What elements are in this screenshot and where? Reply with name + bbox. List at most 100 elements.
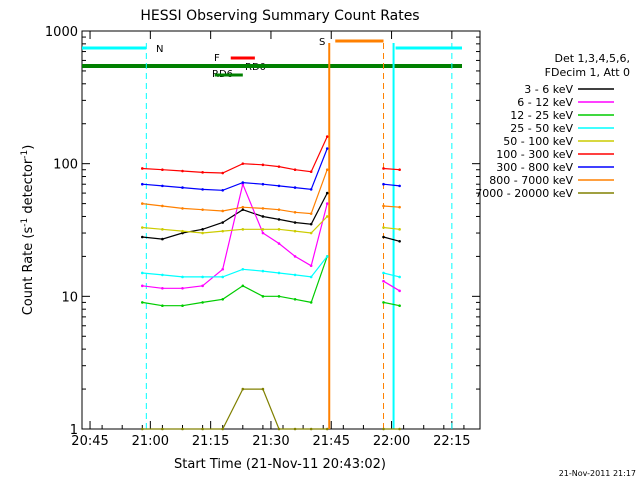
data-point bbox=[398, 304, 401, 307]
series-line bbox=[142, 256, 328, 307]
data-point bbox=[293, 427, 297, 431]
legend-entry-label: 300 - 800 keV bbox=[496, 161, 573, 174]
data-point bbox=[221, 297, 225, 301]
series-lines bbox=[141, 135, 401, 431]
chart-title: HESSI Observing Summary Count Rates bbox=[140, 8, 419, 24]
data-point bbox=[293, 186, 297, 189]
y-label-part: Count Rate (s bbox=[21, 227, 36, 316]
data-point bbox=[181, 275, 184, 279]
data-point bbox=[309, 301, 313, 304]
data-point bbox=[161, 286, 164, 290]
data-point bbox=[261, 387, 265, 391]
data-point bbox=[277, 271, 281, 275]
data-point bbox=[241, 267, 245, 271]
flag-n-label: N bbox=[156, 44, 163, 55]
y-label-part: -1 bbox=[20, 218, 30, 227]
x-tick-label: 22:00 bbox=[373, 434, 410, 449]
data-point bbox=[309, 231, 313, 235]
data-point bbox=[201, 171, 204, 174]
data-point bbox=[382, 167, 385, 170]
series-line bbox=[142, 388, 328, 430]
y-label-part: detector bbox=[21, 158, 36, 218]
data-point bbox=[293, 273, 297, 277]
data-point bbox=[221, 209, 225, 213]
legend-entry-label: 7000 - 20000 keV bbox=[475, 187, 573, 200]
data-point bbox=[181, 229, 184, 233]
data-point bbox=[181, 304, 184, 307]
data-point bbox=[382, 235, 385, 239]
data-point bbox=[277, 184, 281, 188]
y-tick-label: 1000 bbox=[45, 25, 78, 40]
series-line-segment bbox=[383, 236, 400, 242]
x-tick-label: 21:15 bbox=[192, 434, 229, 449]
data-point bbox=[309, 212, 313, 215]
data-point bbox=[261, 207, 265, 210]
data-point bbox=[382, 271, 385, 275]
data-point bbox=[398, 168, 401, 172]
data-point bbox=[325, 202, 329, 205]
data-point bbox=[382, 301, 385, 304]
data-point bbox=[241, 205, 245, 209]
data-point bbox=[293, 210, 297, 214]
series-line-segment bbox=[383, 205, 400, 208]
data-point bbox=[161, 168, 164, 172]
data-point bbox=[309, 188, 313, 191]
data-point bbox=[141, 284, 144, 288]
data-point bbox=[277, 228, 281, 231]
data-point bbox=[201, 284, 204, 288]
legend-entry-label: 6 - 12 keV bbox=[517, 96, 573, 109]
data-point bbox=[398, 228, 401, 231]
data-point bbox=[398, 184, 401, 188]
data-point bbox=[141, 427, 144, 431]
data-point bbox=[309, 170, 313, 173]
x-axis: 20:45 21:00 21:15 21:30 21:45 22:00 22:15 bbox=[71, 31, 471, 449]
data-point bbox=[201, 427, 204, 431]
data-point bbox=[221, 267, 225, 271]
data-point bbox=[382, 226, 385, 229]
data-point bbox=[241, 181, 245, 184]
data-point bbox=[382, 279, 385, 283]
data-point bbox=[325, 135, 329, 138]
data-point bbox=[382, 182, 385, 186]
data-point bbox=[325, 147, 329, 150]
data-point bbox=[141, 271, 144, 275]
legend-entry-label: 3 - 6 keV bbox=[524, 83, 573, 96]
data-point bbox=[221, 171, 225, 175]
y-axis: 1 10 100 1000 bbox=[45, 25, 480, 438]
data-point bbox=[261, 228, 265, 231]
series-line-segment bbox=[383, 272, 400, 278]
x-tick-label: 21:45 bbox=[313, 434, 350, 449]
x-tick-label: 20:45 bbox=[71, 434, 108, 449]
data-point bbox=[293, 221, 297, 224]
data-point bbox=[201, 275, 204, 279]
data-point bbox=[261, 269, 265, 273]
data-point bbox=[141, 301, 144, 304]
legend-entry-label: 12 - 25 keV bbox=[510, 109, 573, 122]
data-point bbox=[181, 427, 184, 431]
series-line-segment bbox=[383, 280, 400, 292]
data-point bbox=[277, 295, 281, 298]
data-point bbox=[277, 242, 281, 245]
data-point bbox=[221, 427, 225, 431]
data-point bbox=[261, 295, 265, 298]
data-point bbox=[221, 275, 225, 279]
data-point bbox=[241, 387, 245, 391]
data-point bbox=[325, 215, 329, 218]
data-point bbox=[309, 264, 313, 268]
data-point bbox=[293, 168, 297, 172]
data-point bbox=[161, 273, 164, 277]
data-point bbox=[325, 191, 329, 195]
data-point bbox=[325, 168, 329, 172]
data-point bbox=[201, 231, 204, 235]
data-point bbox=[181, 186, 184, 189]
legend-entry-label: 25 - 50 keV bbox=[510, 122, 573, 135]
data-point bbox=[398, 205, 401, 209]
data-point bbox=[325, 427, 329, 431]
data-point bbox=[201, 188, 204, 191]
data-point bbox=[261, 163, 265, 167]
data-point bbox=[221, 229, 225, 233]
data-point bbox=[398, 275, 401, 279]
data-point bbox=[161, 228, 164, 231]
data-point bbox=[141, 226, 144, 229]
